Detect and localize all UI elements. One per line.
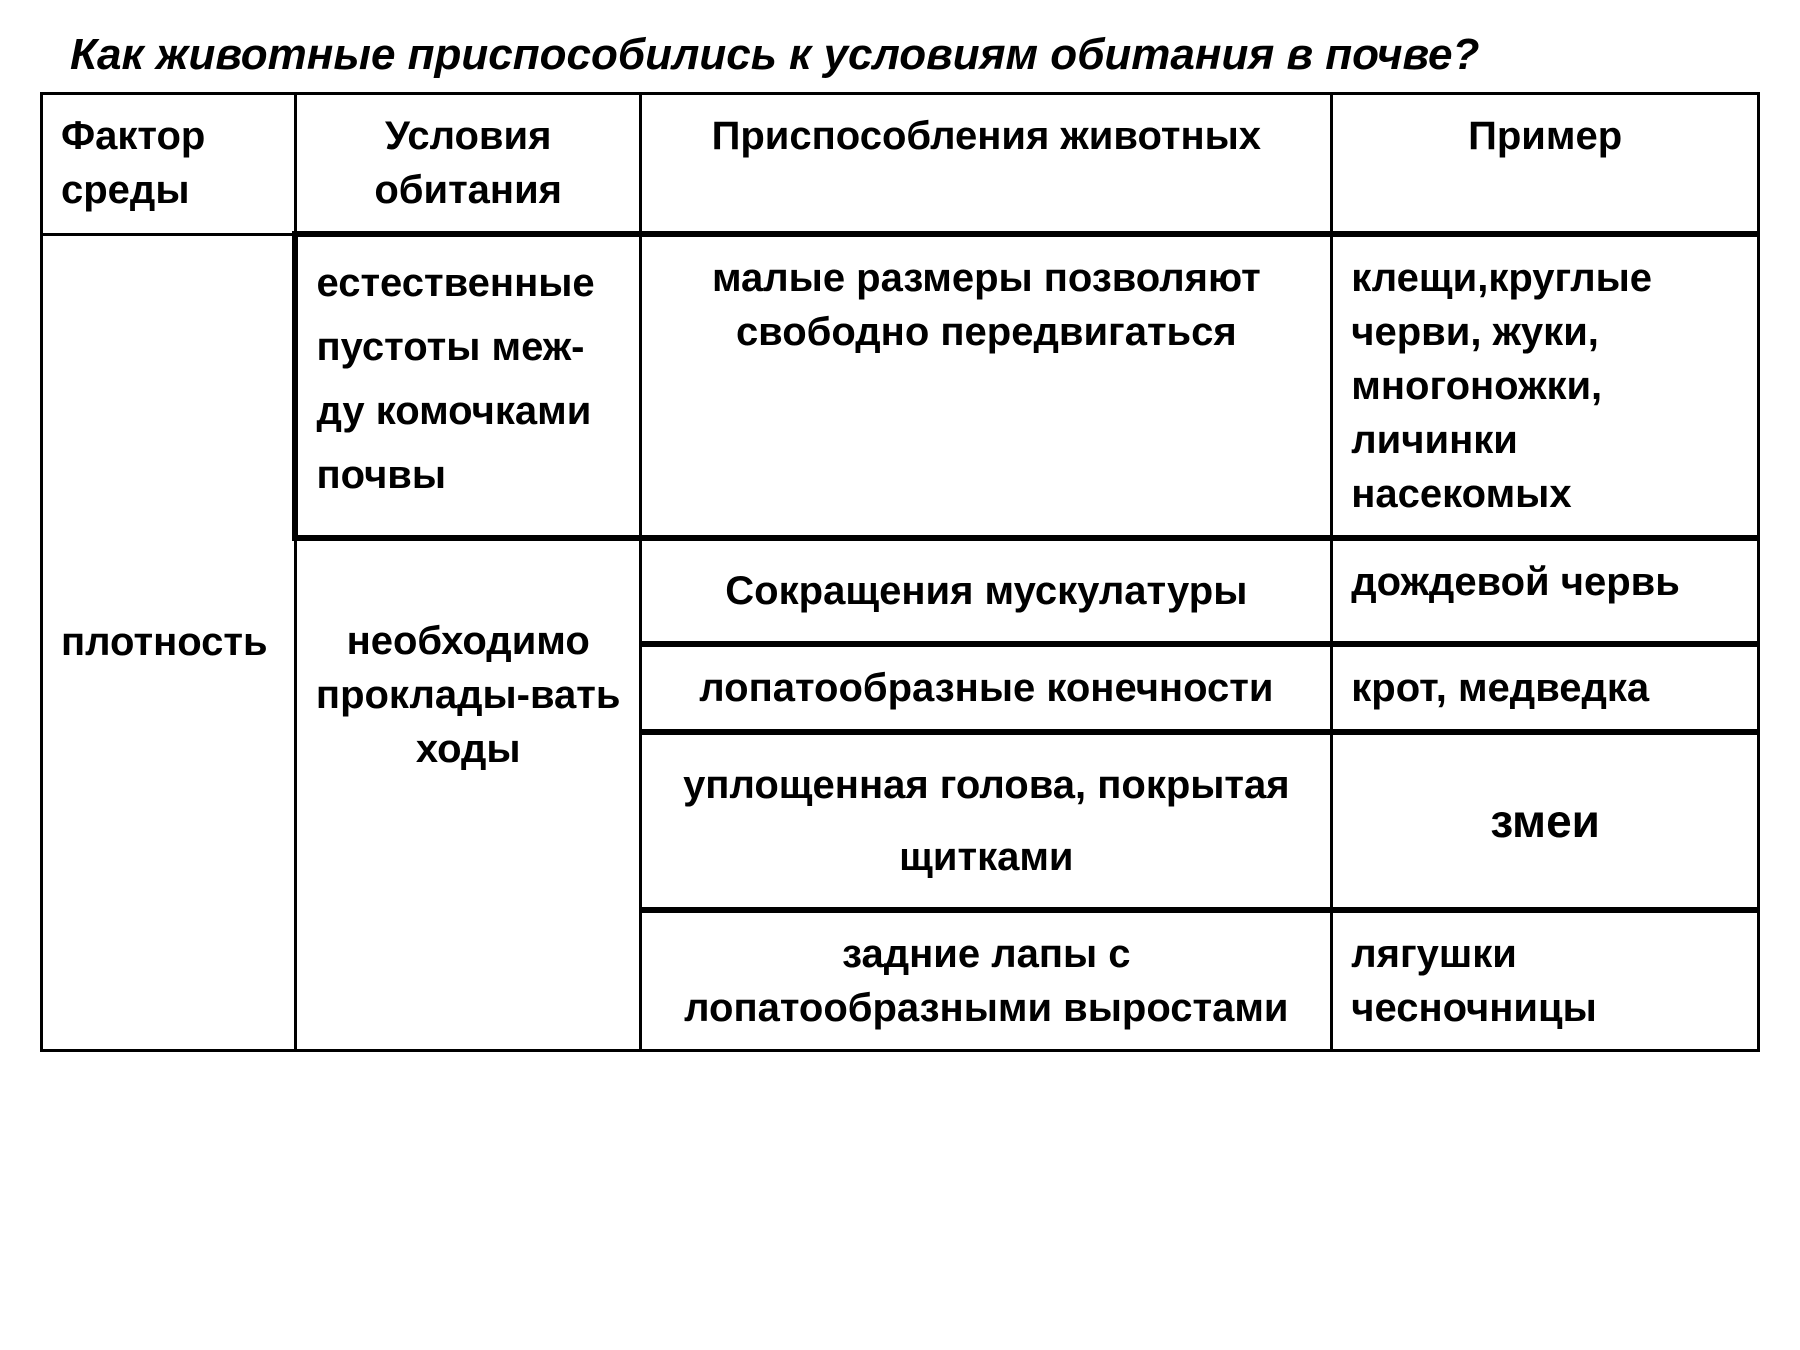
- table-row: необходимо проклады-вать ходы Сокращения…: [42, 538, 1759, 644]
- example-cell: змеи: [1332, 732, 1759, 910]
- adaptation-cell: лопатообразные конечности: [641, 644, 1332, 732]
- adaptation-cell: уплощенная голова, покрытая щитками: [641, 732, 1332, 910]
- example-cell: дождевой червь: [1332, 538, 1759, 644]
- adaptations-table: Фактор среды Условия обитания Приспособл…: [40, 92, 1760, 1052]
- condition-cell: необходимо проклады-вать ходы: [295, 538, 640, 1051]
- adaptation-cell: задние лапы с лопатообразными выростами: [641, 910, 1332, 1051]
- header-example: Пример: [1332, 94, 1759, 235]
- adaptation-cell: малые размеры позволяют свободно передви…: [641, 234, 1332, 538]
- page-title: Как животные приспособились к условиям о…: [40, 30, 1760, 92]
- factor-cell: плотность: [42, 234, 296, 1051]
- condition-cell: естественные пустоты меж-ду комочками по…: [295, 234, 640, 538]
- page: Как животные приспособились к условиям о…: [0, 0, 1800, 1092]
- example-cell: лягушки чесночницы: [1332, 910, 1759, 1051]
- example-cell: крот, медведка: [1332, 644, 1759, 732]
- table-header-row: Фактор среды Условия обитания Приспособл…: [42, 94, 1759, 235]
- adaptation-cell: Сокращения мускулатуры: [641, 538, 1332, 644]
- header-adaptations: Приспособления животных: [641, 94, 1332, 235]
- table-row: плотность естественные пустоты меж-ду ко…: [42, 234, 1759, 538]
- header-conditions: Условия обитания: [295, 94, 640, 235]
- header-factor: Фактор среды: [42, 94, 296, 235]
- example-cell: клещи,круглые черви, жуки, многоножки, л…: [1332, 234, 1759, 538]
